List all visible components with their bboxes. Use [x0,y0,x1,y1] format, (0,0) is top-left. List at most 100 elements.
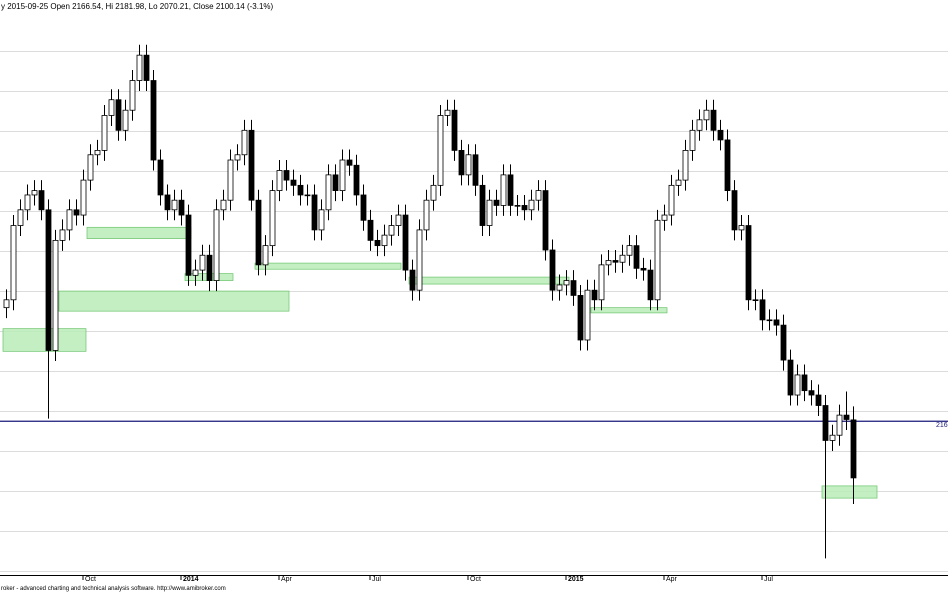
candle-body [297,184,304,196]
candle-body [87,154,94,181]
candle-body [157,159,164,196]
x-tick-label: Apr [281,576,293,583]
zone [821,485,878,499]
candle-body [745,225,752,301]
candle [514,194,521,216]
candle [213,199,220,292]
candle-body [409,269,416,291]
candle-body [759,299,766,321]
candle [696,109,703,141]
candle-body [17,209,24,226]
candle [73,199,80,226]
candle-body [332,174,339,191]
candle [731,180,738,241]
candle-body [822,405,829,441]
x-tick-label: Apr [666,576,678,583]
candle [759,289,766,331]
x-tick-label: Jul [764,576,773,583]
candle-body [73,209,80,216]
candle-body [766,319,773,322]
candle-body [731,190,738,231]
x-tick-label: Oct [85,576,96,583]
candle-body [255,199,262,266]
candle [815,384,822,416]
zone [58,290,290,312]
candle-body [171,199,178,211]
candle [535,180,542,211]
candle [500,164,507,216]
candle [479,174,486,237]
candle [31,180,38,206]
candle [185,204,192,286]
candle-body [339,159,346,191]
candle-body [269,190,276,247]
candle [262,235,269,276]
candle [332,164,339,202]
candle [171,189,178,221]
candle [325,164,332,221]
candle-body [199,254,206,271]
candle-body [661,214,668,221]
candle [80,169,87,226]
candle [612,250,619,273]
candle-body [668,184,675,216]
candle [367,209,374,251]
candle-body [444,109,451,116]
candle-body [535,190,542,201]
candle [388,215,395,246]
candle-body [556,284,563,291]
candle-body [374,239,381,247]
candle [710,99,717,141]
candle-body [304,194,311,197]
candle-body [563,280,570,286]
candle [563,270,570,296]
candle-body [696,119,703,131]
candle [192,259,199,286]
candle [150,70,157,171]
candle [402,204,409,281]
candle [626,235,633,266]
candle-body [388,225,395,236]
candle [717,119,724,151]
candle [724,129,731,202]
candle [745,215,752,311]
candle-body [101,115,108,151]
candle [346,149,353,176]
candle-body [584,289,591,341]
candle [59,219,66,251]
candle-body [416,229,423,291]
candle [689,119,696,161]
candle [773,309,780,336]
candle [836,404,843,446]
candle [115,89,122,141]
candle-body [549,249,556,291]
candle-body [290,179,297,186]
candle-body [402,214,409,271]
candle-body [241,129,248,156]
candle [682,139,689,191]
candle [381,224,388,257]
candle [577,284,584,351]
candle [227,149,234,211]
candle-body [591,289,598,301]
candle [801,364,808,402]
candle [409,259,416,301]
candle-body [752,299,759,301]
candle-body [465,154,472,176]
candle [206,244,213,292]
candle-body [577,295,584,341]
candle-body [689,129,696,151]
candle [360,184,367,231]
candle [493,189,500,216]
candle-body [507,174,514,206]
price-line-label: 2165 [936,422,948,429]
candle-body [850,419,857,479]
candle-body [276,170,283,191]
candle [241,119,248,166]
candle-body [213,209,220,281]
candle [423,189,430,241]
candle-body [234,154,241,161]
candle-body [94,150,101,156]
